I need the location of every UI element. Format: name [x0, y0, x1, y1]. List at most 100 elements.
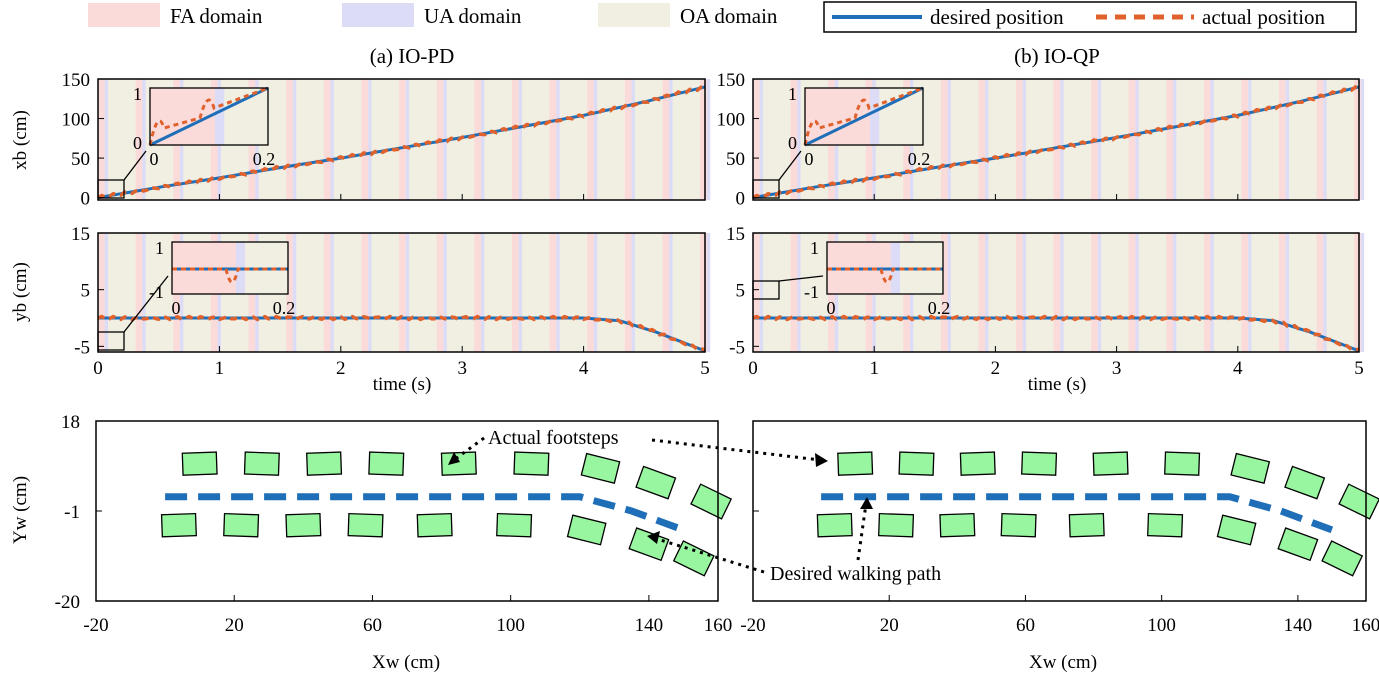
legend-ua-label: UA domain — [424, 4, 522, 28]
inset-frame — [804, 87, 924, 146]
ua-stripe — [1172, 233, 1177, 352]
inset-y-tick-label: 1 — [810, 238, 819, 258]
y-tick-label: -5 — [74, 337, 90, 358]
y-tick-label: 100 — [717, 110, 746, 131]
plot-frame — [752, 78, 1360, 201]
y-tick-label: 100 — [62, 110, 91, 131]
fa-stripe — [790, 233, 798, 352]
x-tick-label: 3 — [1112, 358, 1122, 379]
ua-stripe — [518, 79, 523, 200]
inset-y-tick-label: 0 — [133, 133, 142, 153]
inset-x-tick-label: 0.2 — [928, 298, 951, 318]
left-footstep — [1021, 451, 1058, 476]
y-tick-label: 15 — [726, 224, 745, 245]
desired-walking-path — [165, 493, 685, 534]
fa-stripe — [753, 79, 760, 200]
legend-oa-label: OA domain — [680, 4, 778, 28]
fa-stripe — [1279, 79, 1286, 200]
legend: FA domain UA domain OA domain desired po… — [88, 1, 1357, 33]
actual-position-line — [752, 314, 1360, 352]
fa-stripe — [135, 233, 143, 352]
inset-ua-bg — [214, 88, 225, 145]
left-footstep — [1164, 451, 1201, 476]
ua-stripe — [1135, 233, 1139, 352]
x-tick-label: -20 — [740, 615, 765, 636]
y-tick-label: 18 — [61, 412, 80, 433]
fa-stripe — [1166, 79, 1173, 200]
ua-stripe — [330, 233, 334, 352]
right-footstep — [1321, 540, 1364, 577]
ua-stripe — [1060, 233, 1064, 352]
fa-stripe — [978, 79, 986, 200]
ua-stripe — [593, 233, 598, 352]
zoom-box — [97, 331, 125, 351]
fa-stripe — [1053, 79, 1061, 200]
zoom-connector — [778, 150, 802, 181]
x-tick-label: 3 — [457, 358, 467, 379]
x-tick-label: 160 — [1352, 615, 1379, 636]
fa-stripe — [1354, 233, 1361, 352]
inset-x-tick-label: 0.2 — [273, 298, 296, 318]
ua-stripe — [443, 233, 447, 352]
panel-a-title: (a) IO-PD — [370, 44, 455, 68]
ua-stripe — [518, 233, 523, 352]
actual-position-line — [97, 314, 706, 352]
fa-stripe — [511, 79, 519, 200]
right-footstep — [566, 514, 607, 546]
ua-stripe — [1323, 79, 1327, 200]
inset-fa-bg — [150, 88, 215, 145]
time-label-a: time (s) — [373, 374, 432, 395]
left-footstep — [440, 451, 477, 476]
ua-stripe — [330, 79, 334, 200]
ua-stripe — [1135, 79, 1139, 200]
y-tick-label: 5 — [736, 281, 746, 302]
left-footstep — [959, 451, 996, 476]
ua-stripe — [631, 233, 635, 352]
right-footstep — [1068, 512, 1105, 538]
x-tick-label: 60 — [1016, 615, 1035, 636]
left-footstep — [635, 465, 677, 500]
xw-label-b: Xw (cm) — [1029, 652, 1097, 673]
left-footstep — [690, 483, 733, 520]
fa-stripe — [700, 233, 707, 352]
fa-stripe — [624, 233, 632, 352]
y-tick-label: -1 — [64, 502, 80, 523]
xb-axis-label: xb (cm) — [10, 110, 31, 170]
ua-stripe — [142, 233, 146, 352]
right-footstep — [816, 512, 853, 538]
arrow-footsteps-a — [453, 436, 485, 462]
fa-stripe — [978, 233, 986, 352]
ua-stripe — [1060, 79, 1064, 200]
x-tick-label: 0 — [748, 358, 758, 379]
fa-stripe — [940, 79, 948, 200]
inset-y-tick-label: -1 — [149, 282, 164, 302]
ua-stripe — [556, 79, 560, 200]
x-tick-label: 2 — [991, 358, 1001, 379]
ua-stripe — [556, 233, 560, 352]
fa-stripe — [361, 79, 369, 200]
inset-frame — [171, 241, 289, 295]
annotation-arrows — [453, 436, 868, 574]
fa-stripe — [286, 233, 293, 352]
y-tick-label: -20 — [55, 592, 80, 613]
fa-stripe — [940, 233, 948, 352]
xb-plot-io-pd: 0 50 100 150 0 0.2 1 0 — [62, 70, 711, 210]
annotation-actual-footsteps: Actual footsteps — [488, 427, 619, 449]
y-tick-label: 150 — [62, 70, 91, 91]
fa-stripe — [1203, 79, 1211, 200]
inset-frame — [826, 241, 944, 295]
ua-stripe — [142, 79, 146, 200]
ua-stripe — [104, 233, 109, 352]
inset-fa-bg — [805, 88, 870, 145]
actual-position-line — [752, 84, 1360, 200]
fa-stripe — [1128, 79, 1136, 200]
fa-stripe — [1241, 79, 1249, 200]
inset-ua-bg — [869, 88, 880, 145]
ua-stripe — [985, 233, 989, 352]
left-footstep — [1230, 452, 1271, 484]
inset-desired-line — [804, 86, 924, 147]
oa-swatch — [598, 3, 670, 27]
fa-stripe — [323, 233, 331, 352]
left-footstep — [513, 451, 550, 476]
legend-fa-label: FA domain — [170, 4, 263, 28]
